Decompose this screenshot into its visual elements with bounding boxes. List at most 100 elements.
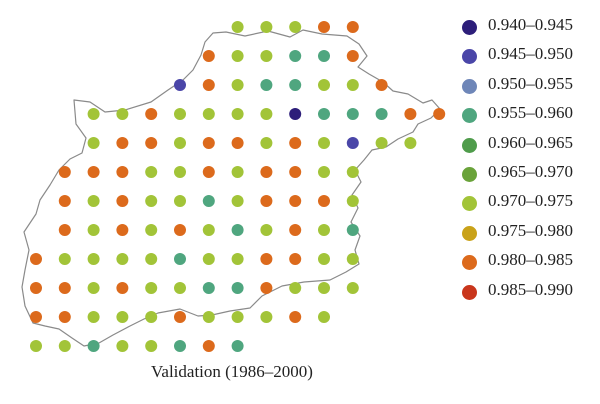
grid-point [346,50,359,62]
grid-point [58,224,71,236]
grid-point [289,195,302,207]
grid-point [87,166,100,178]
legend-item: 0.970–0.975 [462,190,594,219]
grid-point [289,79,302,91]
grid-point [289,253,302,265]
grid-point [318,79,330,91]
legend-label: 0.985–0.990 [488,279,573,299]
grid-point [58,340,71,352]
grid-point [87,311,100,323]
grid-point [260,79,273,91]
grid-point [174,108,186,120]
grid-point [58,282,71,294]
grid-point [260,282,273,294]
grid-point [87,108,100,120]
grid-point [30,311,42,323]
grid-point [375,79,388,91]
grid-point [231,195,244,207]
legend-swatch [462,166,477,182]
legend-swatch [462,49,477,65]
grid-point [346,253,359,265]
grid-point [318,311,330,323]
grid-point [260,137,273,149]
grid-point [174,166,186,178]
grid-point [58,311,71,323]
legend-swatch [462,137,477,153]
grid-point [318,137,330,149]
grid-point [231,79,244,91]
grid-point [231,137,244,149]
grid-point [260,224,273,236]
grid-point [202,282,215,294]
grid-point [289,282,302,294]
grid-point [318,21,330,33]
grid-point [202,253,215,265]
grid-point [202,137,215,149]
grid-point [116,224,129,236]
grid-point [375,108,388,120]
grid-point [231,108,244,120]
grid-point [289,311,302,323]
grid-point [231,282,244,294]
grid-point [145,224,158,236]
legend-item: 0.940–0.945 [462,14,594,43]
grid-point [116,311,129,323]
legend-swatch [462,108,477,124]
legend-item: 0.985–0.990 [462,279,594,308]
legend-label: 0.940–0.945 [488,15,573,34]
grid-point [231,224,244,236]
grid-point [202,108,215,120]
grid-point [318,166,330,178]
grid-point [260,50,273,62]
grid-point [289,50,302,62]
grid-point [289,21,302,33]
grid-point [318,195,330,207]
region-boundary [21,29,441,347]
grid-point [202,50,215,62]
map [21,21,446,352]
legend-swatch [462,284,477,300]
grid-point [318,282,330,294]
grid-point [318,108,330,120]
grid-point [231,21,244,33]
grid-point [260,108,273,120]
grid-point [174,340,186,352]
grid-points [30,21,446,352]
grid-point [116,166,129,178]
grid-point [202,195,215,207]
legend: 0.940–0.945 0.945–0.950 0.950–0.955 0.955–0… [462,14,594,308]
grid-point [145,282,158,294]
legend-label: 0.970–0.975 [488,191,573,211]
grid-point [58,195,71,207]
grid-point [202,340,215,352]
grid-point [404,137,417,149]
grid-point [116,282,129,294]
grid-point [289,137,302,149]
grid-point [30,340,42,352]
grid-point [58,253,71,265]
grid-point [116,253,129,265]
grid-point [346,137,359,149]
grid-point [231,311,244,323]
grid-point [260,195,273,207]
grid-point [30,282,42,294]
grid-point [346,21,359,33]
grid-point [260,166,273,178]
grid-point [346,166,359,178]
grid-point [145,311,158,323]
grid-point [318,50,330,62]
grid-point [202,79,215,91]
grid-point [433,108,446,120]
grid-point [289,166,302,178]
legend-item: 0.965–0.970 [462,161,594,190]
legend-label: 0.945–0.950 [488,44,573,64]
grid-point [260,21,273,33]
legend-swatch [462,78,477,94]
grid-point [145,137,158,149]
legend-swatch [462,20,477,35]
grid-point [231,166,244,178]
grid-point [346,108,359,120]
grid-point [116,195,129,207]
grid-point [174,137,186,149]
grid-point [87,340,100,352]
